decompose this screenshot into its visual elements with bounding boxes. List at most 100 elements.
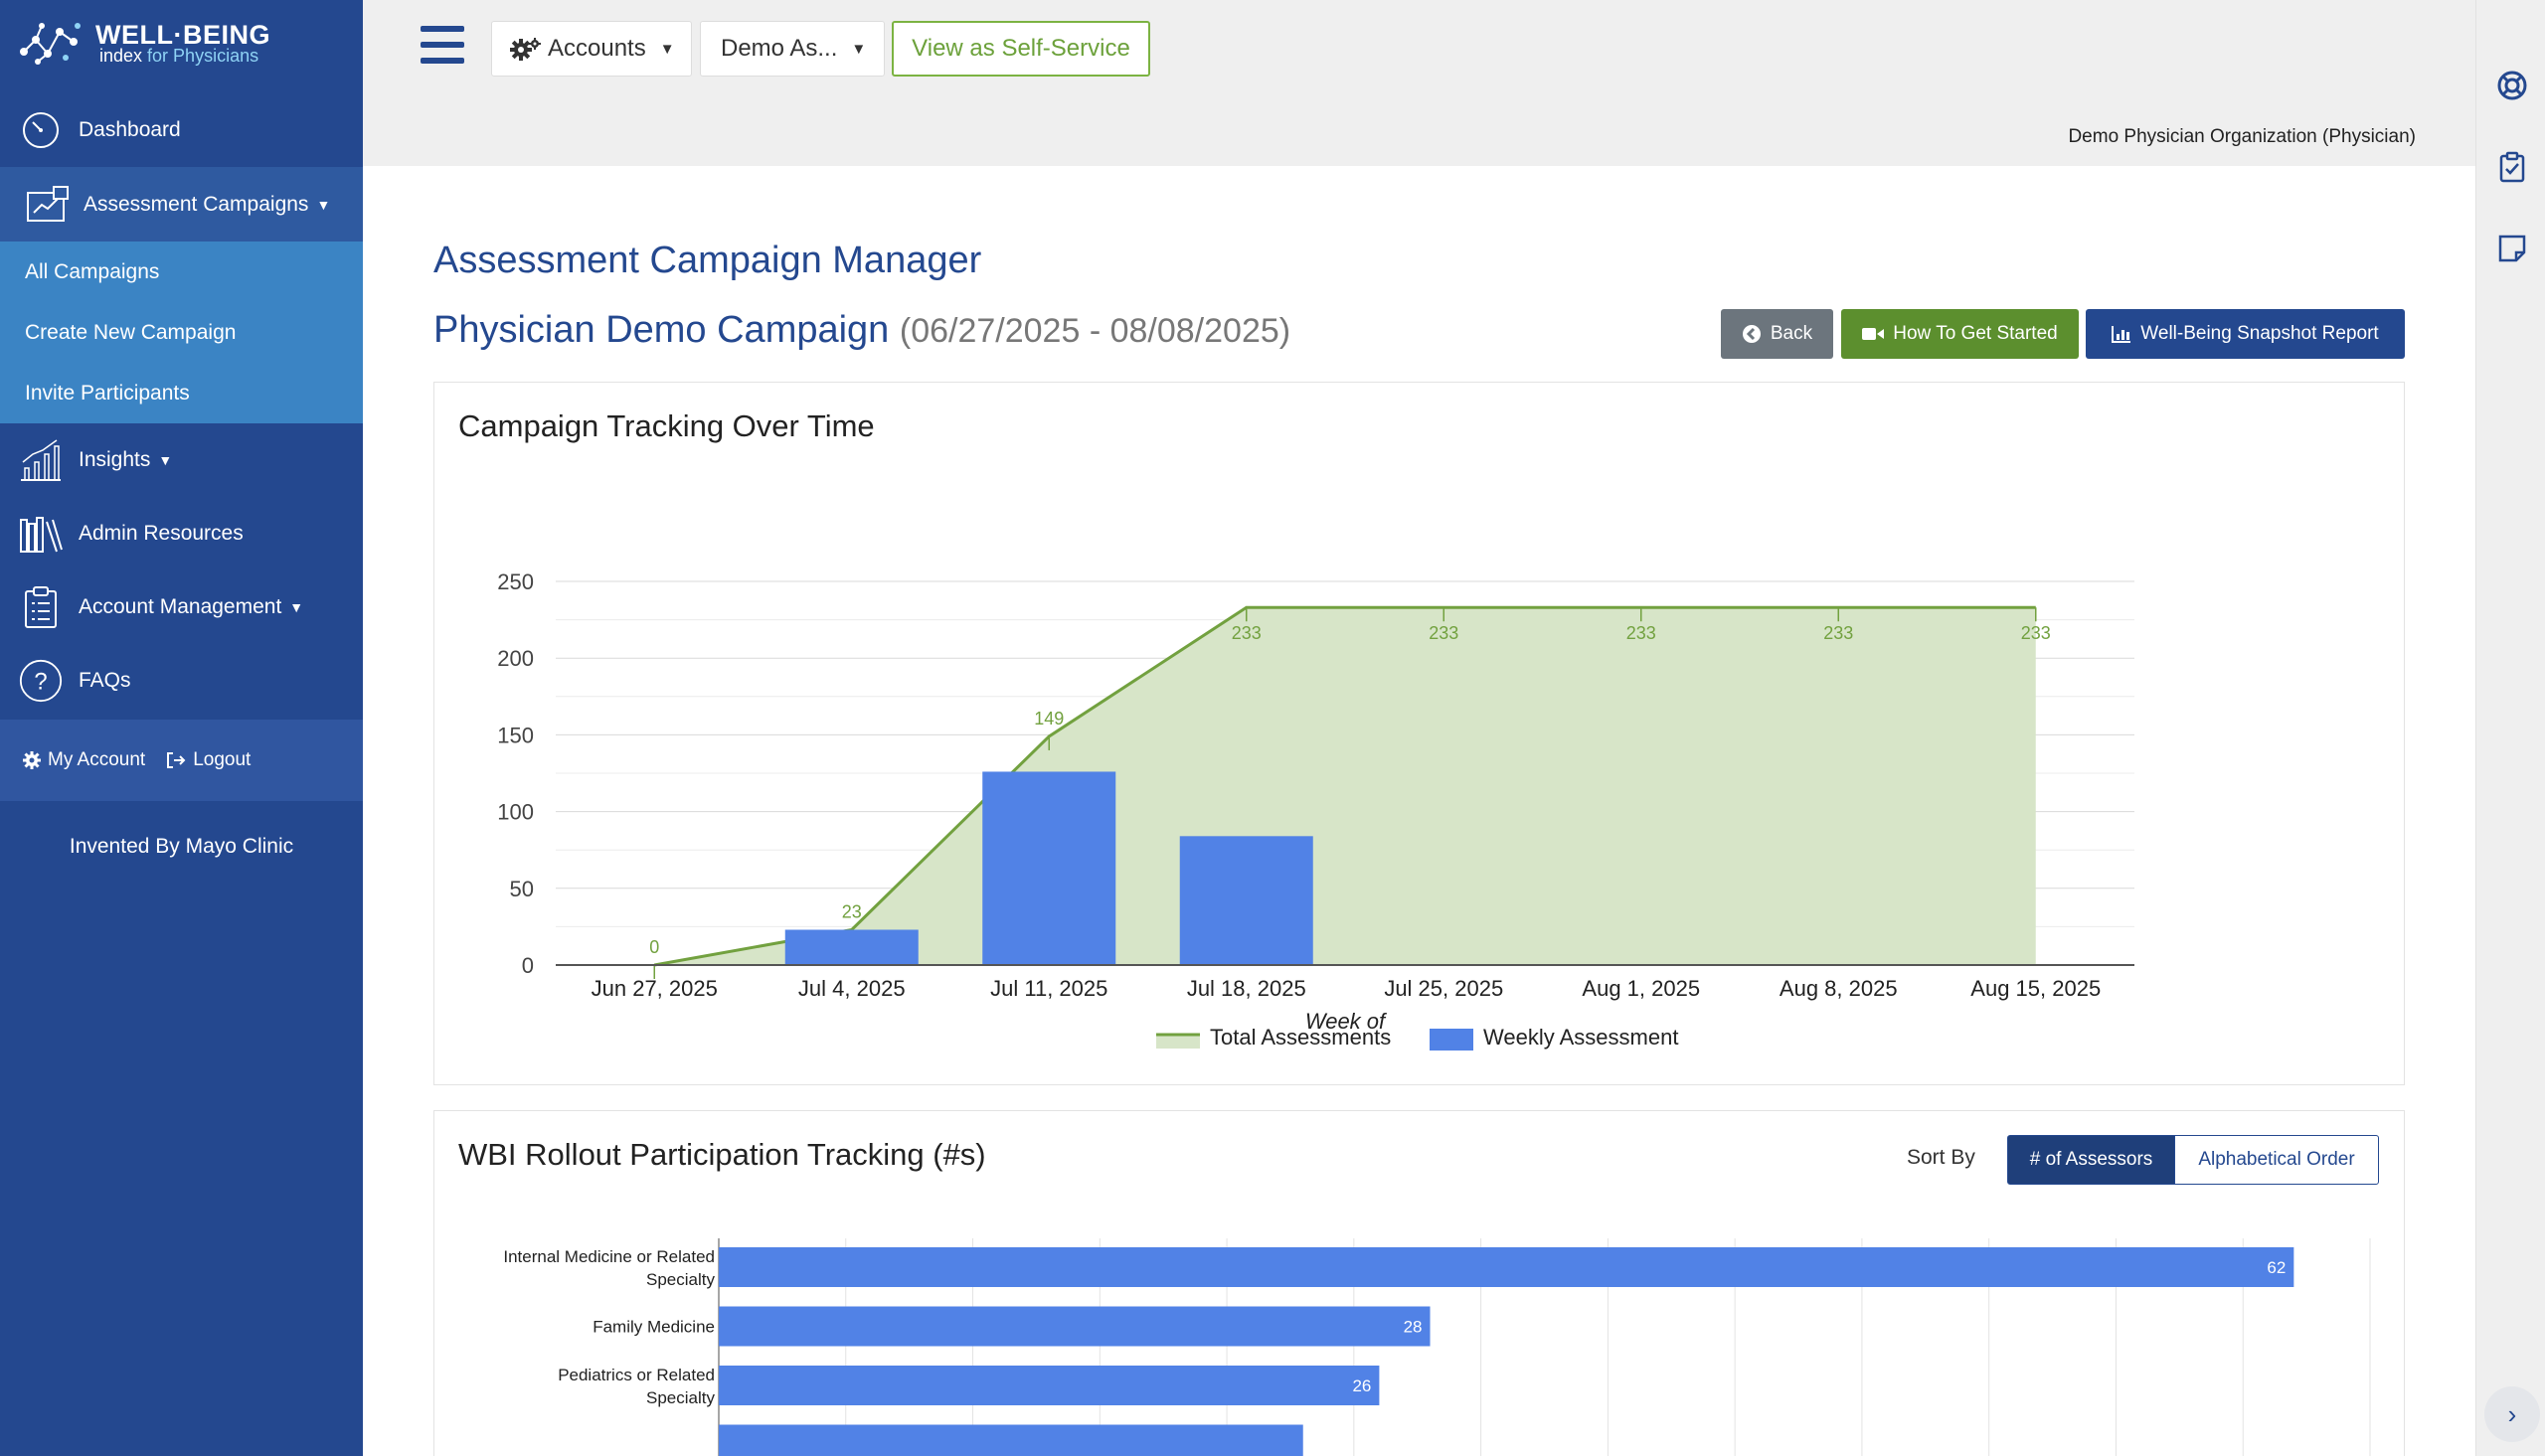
back-button[interactable]: Back bbox=[1721, 309, 1833, 359]
how-to-label: How To Get Started bbox=[1893, 323, 2058, 344]
logo-subtitle: index for Physicians bbox=[99, 46, 258, 67]
sidebar-item-admin-resources[interactable]: Admin Resources bbox=[0, 497, 363, 570]
campaign-tracking-chart: 0 50 100 150 200 250 0 23 149 233 233 233 233 233 Ju… bbox=[497, 569, 2134, 1051]
view-self-service-button[interactable]: View as Self-Service bbox=[892, 21, 1150, 77]
accounts-dropdown[interactable]: Accounts ▼ bbox=[491, 21, 692, 77]
campaign-heading: Physician Demo Campaign (06/27/2025 - 08… bbox=[433, 309, 1290, 352]
category-label: Family Medicine bbox=[593, 1318, 715, 1337]
submenu-invite-participants[interactable]: Invite Participants bbox=[25, 382, 190, 404]
logout-label: Logout bbox=[193, 749, 252, 770]
category-label: Specialty bbox=[646, 1388, 715, 1407]
total-value-label: 233 bbox=[1626, 623, 1656, 643]
sidebar-label-insights: Insights bbox=[79, 448, 151, 471]
chevron-right-icon[interactable]: › bbox=[2484, 1386, 2540, 1442]
sidebar-label-campaigns: Assessment Campaigns bbox=[84, 192, 309, 216]
clipboard-check-icon[interactable] bbox=[2496, 151, 2528, 183]
sidebar-item-dashboard[interactable]: Dashboard bbox=[0, 93, 363, 167]
participation-bar bbox=[719, 1247, 2294, 1287]
total-value-label: 233 bbox=[1232, 623, 1262, 643]
sort-alphabetical-button[interactable]: Alphabetical Order bbox=[2174, 1135, 2379, 1185]
sidebar-item-faqs[interactable]: ? FAQs bbox=[0, 644, 363, 718]
y-tick-label: 250 bbox=[497, 569, 534, 594]
wellbeing-logo[interactable]: WELL·BEING index for Physicians bbox=[18, 16, 346, 70]
my-account-label: My Account bbox=[48, 749, 146, 770]
sidebar: WELL·BEING index for Physicians Dashboar… bbox=[0, 0, 363, 1456]
chevron-left-circle-icon bbox=[1742, 324, 1762, 344]
x-tick-label: Aug 8, 2025 bbox=[1780, 976, 1898, 1001]
dropdown-caret-icon: ▼ bbox=[659, 40, 675, 58]
logo-sub-b: for Physicians bbox=[147, 46, 259, 66]
x-tick-label: Jul 18, 2025 bbox=[1187, 976, 1306, 1001]
gear-icon bbox=[23, 751, 41, 769]
legend-swatch-weekly bbox=[1430, 1029, 1473, 1051]
participation-tracking-panel: WBI Rollout Participation Tracking (#s) … bbox=[433, 1110, 2405, 1456]
sidebar-item-assessment-campaigns[interactable]: Assessment Campaigns ▼ bbox=[0, 167, 363, 242]
sidebar-label-faqs: FAQs bbox=[79, 669, 131, 692]
total-value-label: 233 bbox=[1823, 623, 1853, 643]
insights-chart-icon bbox=[19, 438, 63, 482]
campaigns-submenu: All Campaigns Create New Campaign Invite… bbox=[0, 242, 363, 423]
campaign-tracking-panel: Campaign Tracking Over Time 0 50 100 150 200… bbox=[433, 382, 2405, 1085]
lifebuoy-icon[interactable] bbox=[2496, 70, 2528, 101]
y-tick-label: 50 bbox=[510, 877, 534, 901]
submenu-create-campaign[interactable]: Create New Campaign bbox=[25, 321, 237, 344]
caret-down-icon: ▼ bbox=[158, 452, 173, 468]
participation-bar bbox=[719, 1306, 1431, 1347]
books-icon bbox=[19, 512, 63, 556]
dashboard-gauge-icon bbox=[19, 108, 63, 152]
logo-sub-a: index bbox=[99, 46, 143, 66]
legend-swatch-total bbox=[1156, 1035, 1200, 1049]
snapshot-report-button[interactable]: Well-Being Snapshot Report bbox=[2086, 309, 2405, 359]
accounts-label: Accounts bbox=[548, 35, 646, 62]
x-tick-label: Jul 11, 2025 bbox=[990, 976, 1107, 1001]
my-account-link[interactable]: My Account bbox=[22, 749, 145, 771]
clipboard-list-icon bbox=[19, 585, 63, 629]
snapshot-label: Well-Being Snapshot Report bbox=[2140, 323, 2379, 344]
weekly-assessment-bar bbox=[982, 771, 1116, 965]
participation-value-label: 28 bbox=[1404, 1318, 1423, 1337]
sort-by-label: Sort By bbox=[1907, 1146, 1975, 1169]
organization-name: Demo Physician Organization (Physician) bbox=[2068, 126, 2416, 147]
y-tick-label: 200 bbox=[497, 646, 534, 671]
how-to-get-started-button[interactable]: How To Get Started bbox=[1841, 309, 2079, 359]
panel-title-participation: WBI Rollout Participation Tracking (#s) bbox=[458, 1137, 986, 1172]
sidebar-item-account-management[interactable]: Account Management ▼ bbox=[0, 570, 363, 644]
panel-title-tracking: Campaign Tracking Over Time bbox=[458, 408, 875, 443]
total-value-label: 149 bbox=[1034, 709, 1064, 728]
total-assessments-line bbox=[653, 605, 2036, 967]
gears-icon bbox=[510, 38, 541, 61]
y-tick-label: 150 bbox=[497, 723, 534, 747]
weekly-assessment-bar bbox=[1179, 836, 1313, 965]
campaign-chart-icon bbox=[26, 183, 70, 227]
campaign-dates: (06/27/2025 - 08/08/2025) bbox=[899, 312, 1291, 350]
hamburger-menu-icon[interactable] bbox=[421, 26, 464, 64]
participation-value-label: 62 bbox=[2267, 1258, 2286, 1277]
sort-by-assessors-button[interactable]: # of Assessors bbox=[2007, 1135, 2175, 1185]
svg-text:?: ? bbox=[34, 668, 47, 695]
sign-out-icon bbox=[167, 752, 186, 768]
campaign-name: Physician Demo Campaign bbox=[433, 309, 890, 351]
participation-bar-partial bbox=[719, 1424, 1303, 1456]
y-tick-label: 0 bbox=[522, 953, 534, 978]
x-tick-label: Jul 4, 2025 bbox=[798, 976, 906, 1001]
category-label: Specialty bbox=[646, 1270, 715, 1289]
total-value-label: 233 bbox=[1429, 623, 1458, 643]
submenu-all-campaigns[interactable]: All Campaigns bbox=[25, 260, 160, 283]
sidebar-label-admin: Admin Resources bbox=[79, 522, 244, 545]
demo-as-dropdown[interactable]: Demo As... ▼ bbox=[700, 21, 885, 77]
legend-label-total: Total Assessments bbox=[1210, 1025, 1391, 1050]
category-label: Internal Medicine or Related bbox=[503, 1247, 715, 1266]
y-tick-label: 100 bbox=[497, 800, 534, 825]
caret-down-icon: ▼ bbox=[316, 196, 331, 213]
x-tick-label: Jul 25, 2025 bbox=[1384, 976, 1503, 1001]
sticky-note-icon[interactable] bbox=[2496, 233, 2528, 264]
sidebar-item-insights[interactable]: Insights ▼ bbox=[0, 423, 363, 497]
total-value-label: 233 bbox=[2021, 623, 2051, 643]
sidebar-label-account-management: Account Management bbox=[79, 595, 282, 618]
logout-link[interactable]: Logout bbox=[165, 749, 251, 771]
bar-chart-icon bbox=[2112, 325, 2131, 343]
back-label: Back bbox=[1770, 323, 1813, 344]
demo-as-label: Demo As... bbox=[721, 35, 838, 62]
x-tick-label: Jun 27, 2025 bbox=[592, 976, 718, 1001]
main-content: Assessment Campaign Manager Physician De… bbox=[363, 166, 2475, 1456]
